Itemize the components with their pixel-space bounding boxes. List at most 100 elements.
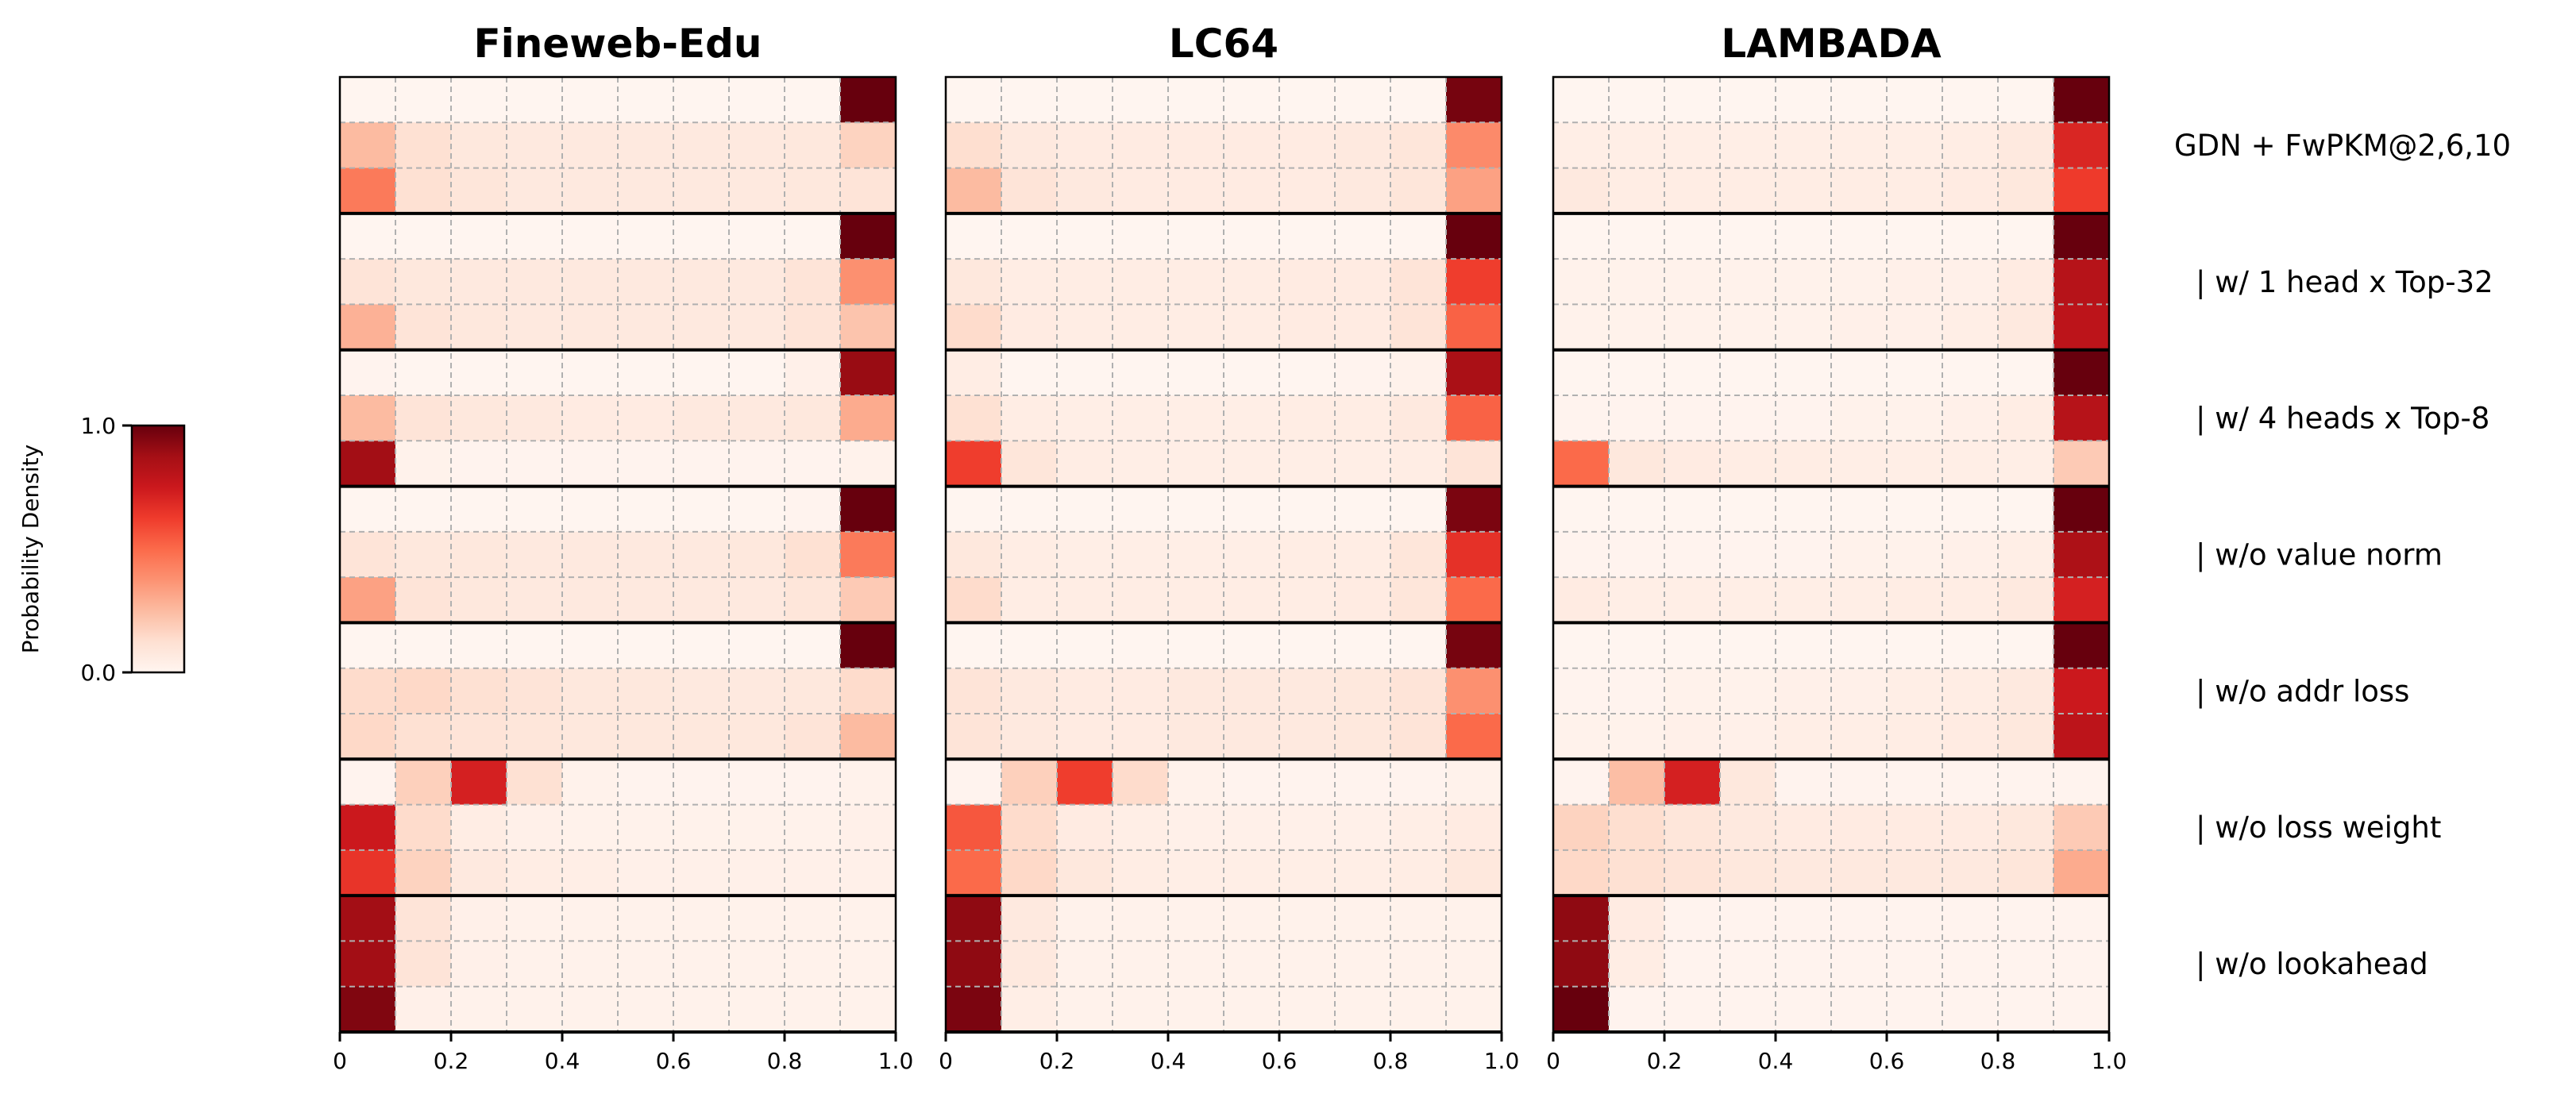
- heatmap-cell: [946, 668, 1002, 714]
- heatmap-cell: [1776, 622, 1832, 669]
- heatmap-cell: [395, 622, 452, 669]
- heatmap-cell: [785, 441, 841, 487]
- heatmap-cell: [340, 349, 396, 396]
- heatmap-cell: [1335, 395, 1391, 441]
- heatmap-cell: [785, 304, 841, 351]
- heatmap-cell: [1224, 759, 1280, 806]
- heatmap-cell: [1942, 986, 1999, 1033]
- heatmap-cell: [1664, 668, 1721, 714]
- heatmap-cell: [1224, 441, 1280, 487]
- heatmap-cell: [1942, 577, 1999, 623]
- heatmap-cell: [1998, 668, 2054, 714]
- heatmap-cell: [1942, 849, 1999, 896]
- heatmap-cell: [1057, 804, 1113, 851]
- heatmap-cell: [1664, 577, 1721, 623]
- heatmap-cell: [1001, 441, 1058, 487]
- heatmap-cell: [1224, 986, 1280, 1033]
- heatmap-cell: [562, 804, 619, 851]
- heatmap-cell: [840, 259, 897, 305]
- heatmap-cell: [1887, 622, 1943, 669]
- heatmap-cell: [1998, 759, 2054, 806]
- heatmap-cell: [1279, 168, 1336, 214]
- heatmap-cell: [1390, 304, 1447, 351]
- heatmap-cell: [507, 714, 563, 760]
- heatmap-cell: [1664, 986, 1721, 1033]
- panel-title: LC64: [1169, 21, 1278, 67]
- heatmap-cell: [395, 849, 452, 896]
- heatmap-cell: [1113, 759, 1169, 806]
- heatmap-cell: [1279, 804, 1336, 851]
- heatmap-cell: [1446, 441, 1502, 487]
- heatmap-cell: [673, 714, 730, 760]
- heatmap-cell: [1553, 759, 1610, 806]
- heatmap-cell: [1942, 349, 1999, 396]
- heatmap-cell: [1224, 941, 1280, 988]
- heatmap-cell: [1776, 395, 1832, 441]
- heatmap-cell: [1553, 531, 1610, 578]
- heatmap-cell: [340, 213, 396, 260]
- heatmap-cell: [1720, 622, 1776, 669]
- heatmap-cell: [1776, 895, 1832, 941]
- heatmap-cell: [507, 259, 563, 305]
- heatmap-cell: [1720, 77, 1776, 123]
- heatmap-cell: [1609, 304, 1665, 351]
- heatmap-cell: [1057, 849, 1113, 896]
- heatmap-cell: [946, 168, 1002, 214]
- heatmap-cell: [1664, 168, 1721, 214]
- row-group-label: | w/o loss weight: [2196, 811, 2441, 845]
- heatmap-cell: [1390, 895, 1447, 941]
- heatmap-cell: [1224, 531, 1280, 578]
- heatmap-cell: [1001, 759, 1058, 806]
- heatmap-cell: [1057, 486, 1113, 533]
- heatmap-cell: [840, 986, 897, 1033]
- heatmap-cell: [946, 349, 1002, 396]
- heatmap-cell: [1224, 804, 1280, 851]
- heatmap-cell: [1113, 213, 1169, 260]
- heatmap-cell: [395, 259, 452, 305]
- heatmap-cell: [1998, 486, 2054, 533]
- heatmap-cell: [1776, 941, 1832, 988]
- heatmap-cell: [618, 304, 674, 351]
- heatmap-cell: [1887, 986, 1943, 1033]
- heatmap-cell: [1720, 168, 1776, 214]
- x-tick-label: 0.8: [1373, 1048, 1409, 1074]
- heatmap-cell: [1390, 986, 1447, 1033]
- heatmap-cell: [562, 668, 619, 714]
- heatmap-cell: [729, 168, 785, 214]
- heatmap-cell: [1390, 759, 1447, 806]
- heatmap-cell: [1113, 986, 1169, 1033]
- heatmap-cell: [395, 986, 452, 1033]
- heatmap-cell: [1279, 122, 1336, 169]
- heatmap-cell: [1720, 122, 1776, 169]
- heatmap-cell: [673, 441, 730, 487]
- heatmap-cell: [451, 804, 507, 851]
- heatmap-cell: [340, 259, 396, 305]
- heatmap-cell: [1113, 77, 1169, 123]
- heatmap-cell: [1279, 304, 1336, 351]
- heatmap-cell: [1390, 77, 1447, 123]
- heatmap-cell: [729, 986, 785, 1033]
- heatmap-cell: [1887, 304, 1943, 351]
- heatmap-cell: [1057, 213, 1113, 260]
- heatmap-cell: [1057, 714, 1113, 760]
- heatmap-cell: [1831, 486, 1888, 533]
- heatmap-cell: [340, 577, 396, 623]
- x-tick-label: 0.4: [545, 1048, 580, 1074]
- heatmap-cell: [340, 668, 396, 714]
- heatmap-cell: [1057, 259, 1113, 305]
- panel-title: Fineweb-Edu: [474, 21, 762, 67]
- heatmap-cell: [1390, 941, 1447, 988]
- heatmap-cell: [1887, 168, 1943, 214]
- heatmap-cell: [785, 941, 841, 988]
- heatmap-cell: [673, 349, 730, 396]
- heatmap-cell: [1942, 486, 1999, 533]
- heatmap-cell: [1609, 941, 1665, 988]
- heatmap-cell: [1390, 849, 1447, 896]
- heatmap-cell: [562, 577, 619, 623]
- heatmap-cell: [1335, 349, 1391, 396]
- heatmap-cell: [1776, 304, 1832, 351]
- heatmap-cell: [1001, 486, 1058, 533]
- heatmap-cell: [618, 168, 674, 214]
- heatmap-cell: [1224, 895, 1280, 941]
- heatmap-cell: [451, 395, 507, 441]
